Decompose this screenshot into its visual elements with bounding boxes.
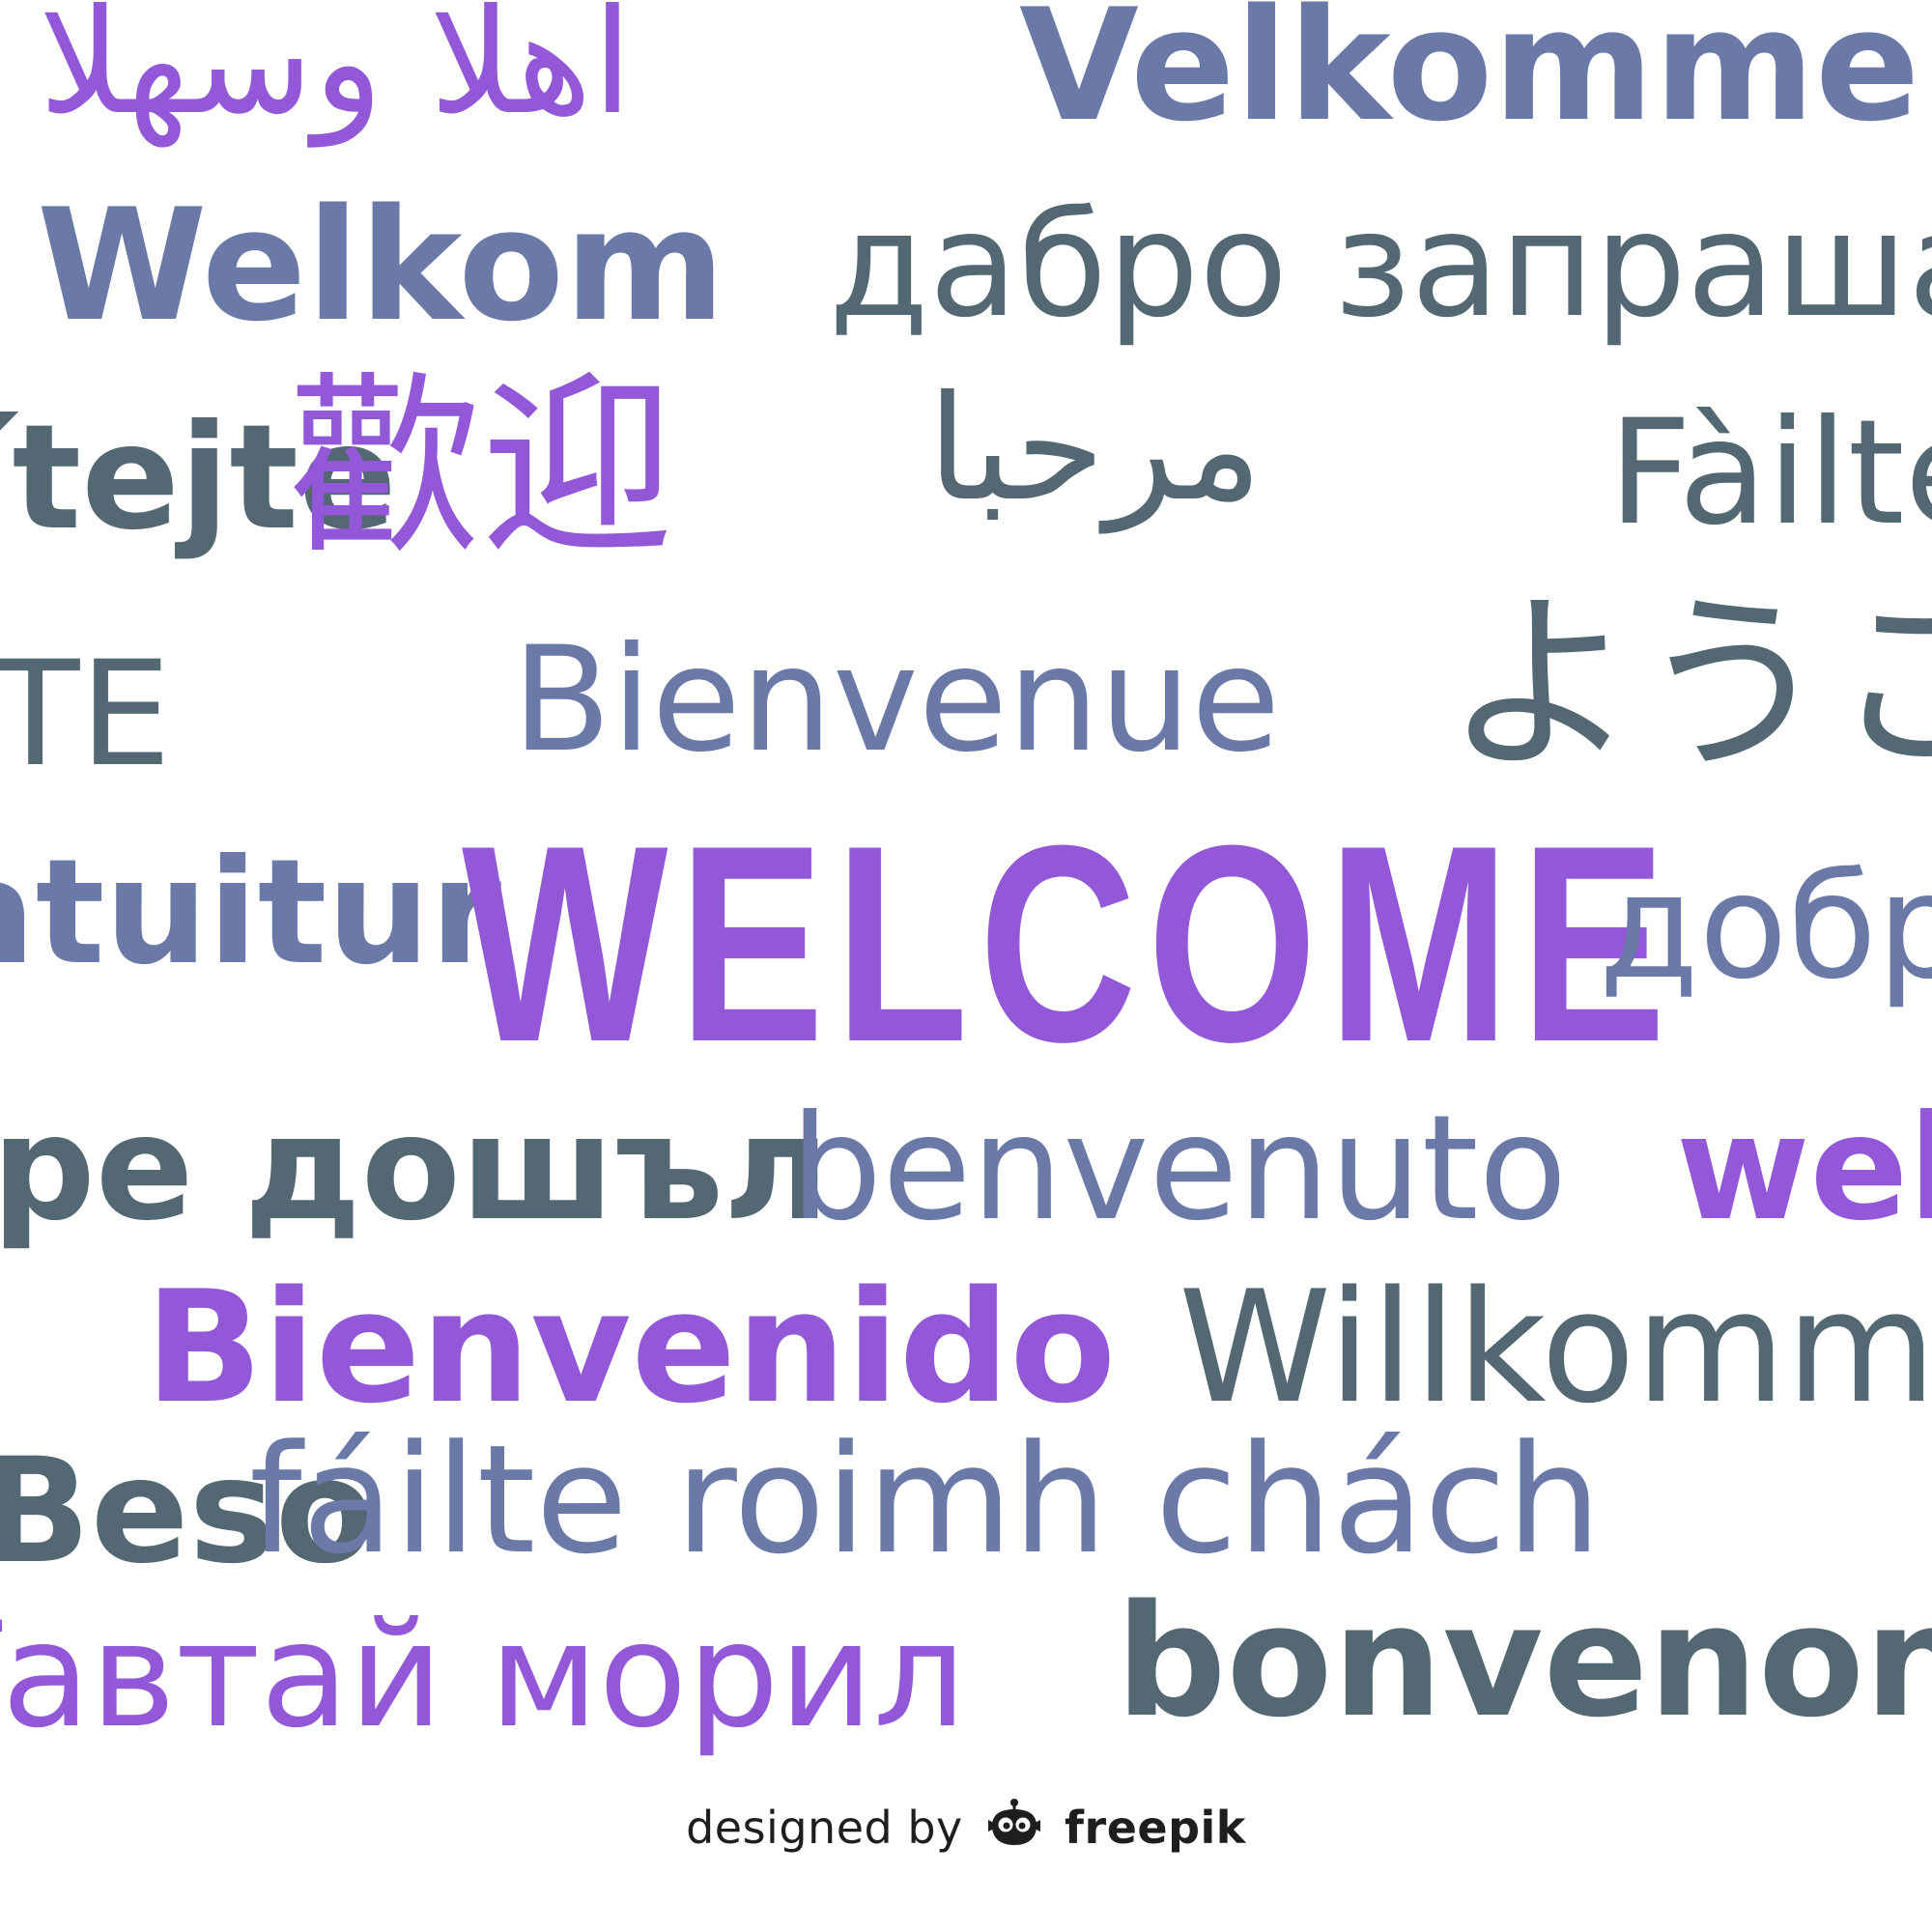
word-dobro-zapraszam: дабро запрашаем [829, 182, 1932, 350]
word-beso: Bem-vindo / Teretulemast / Beso [0, 1428, 375, 1596]
credit-brand-freepik: freepik [1065, 1802, 1246, 1854]
word-gratuitur: Mirë se vini / Gratuitur [0, 829, 502, 997]
word-failte-roimh-chach: fáilte roimh chách [249, 1412, 1602, 1587]
credit-designed-by: designed by [686, 1802, 963, 1854]
word-bonvenon: bonvenon [1116, 1571, 1932, 1751]
word-vitejte: Vítejte [0, 394, 397, 562]
word-tavtai-moril: Тавтай морил [0, 1592, 966, 1760]
word-failte-gaelic: Fàilte [1608, 389, 1932, 557]
word-benvenuto: benvenuto [790, 1085, 1568, 1253]
word-welkom: Welkom [37, 175, 725, 355]
word-welcome-small: welcome [1676, 1085, 1932, 1253]
word-bienvenue: Bienvenue [512, 616, 1281, 784]
freepik-mascot-icon [986, 1797, 1042, 1863]
word-kalos-orisate: ΚΑΛΩΣ ΟΡΙΣΑΤΕ [0, 631, 172, 799]
word-dobre-doshal: Добре дошъл [0, 1085, 830, 1253]
word-welcome-main: WELCOME [462, 787, 1677, 1100]
word-huanying: 歡迎 [288, 355, 675, 581]
word-youkoso: ようこそ [1444, 573, 1932, 798]
word-velkommen: Velkommen [1019, 0, 1932, 156]
word-bienvenido: Bienvenido [145, 1257, 1117, 1437]
word-ahlan-wa-sahlan: أهلا وسهلا [39, 0, 633, 147]
credit-line: designed by freepik [0, 1797, 1932, 1863]
word-marhaban: مرحبا [927, 365, 1263, 533]
word-dobro-pozhalovat: добро пожаловать [1599, 843, 1932, 1011]
word-willkommen: Willkommen [1179, 1257, 1932, 1437]
